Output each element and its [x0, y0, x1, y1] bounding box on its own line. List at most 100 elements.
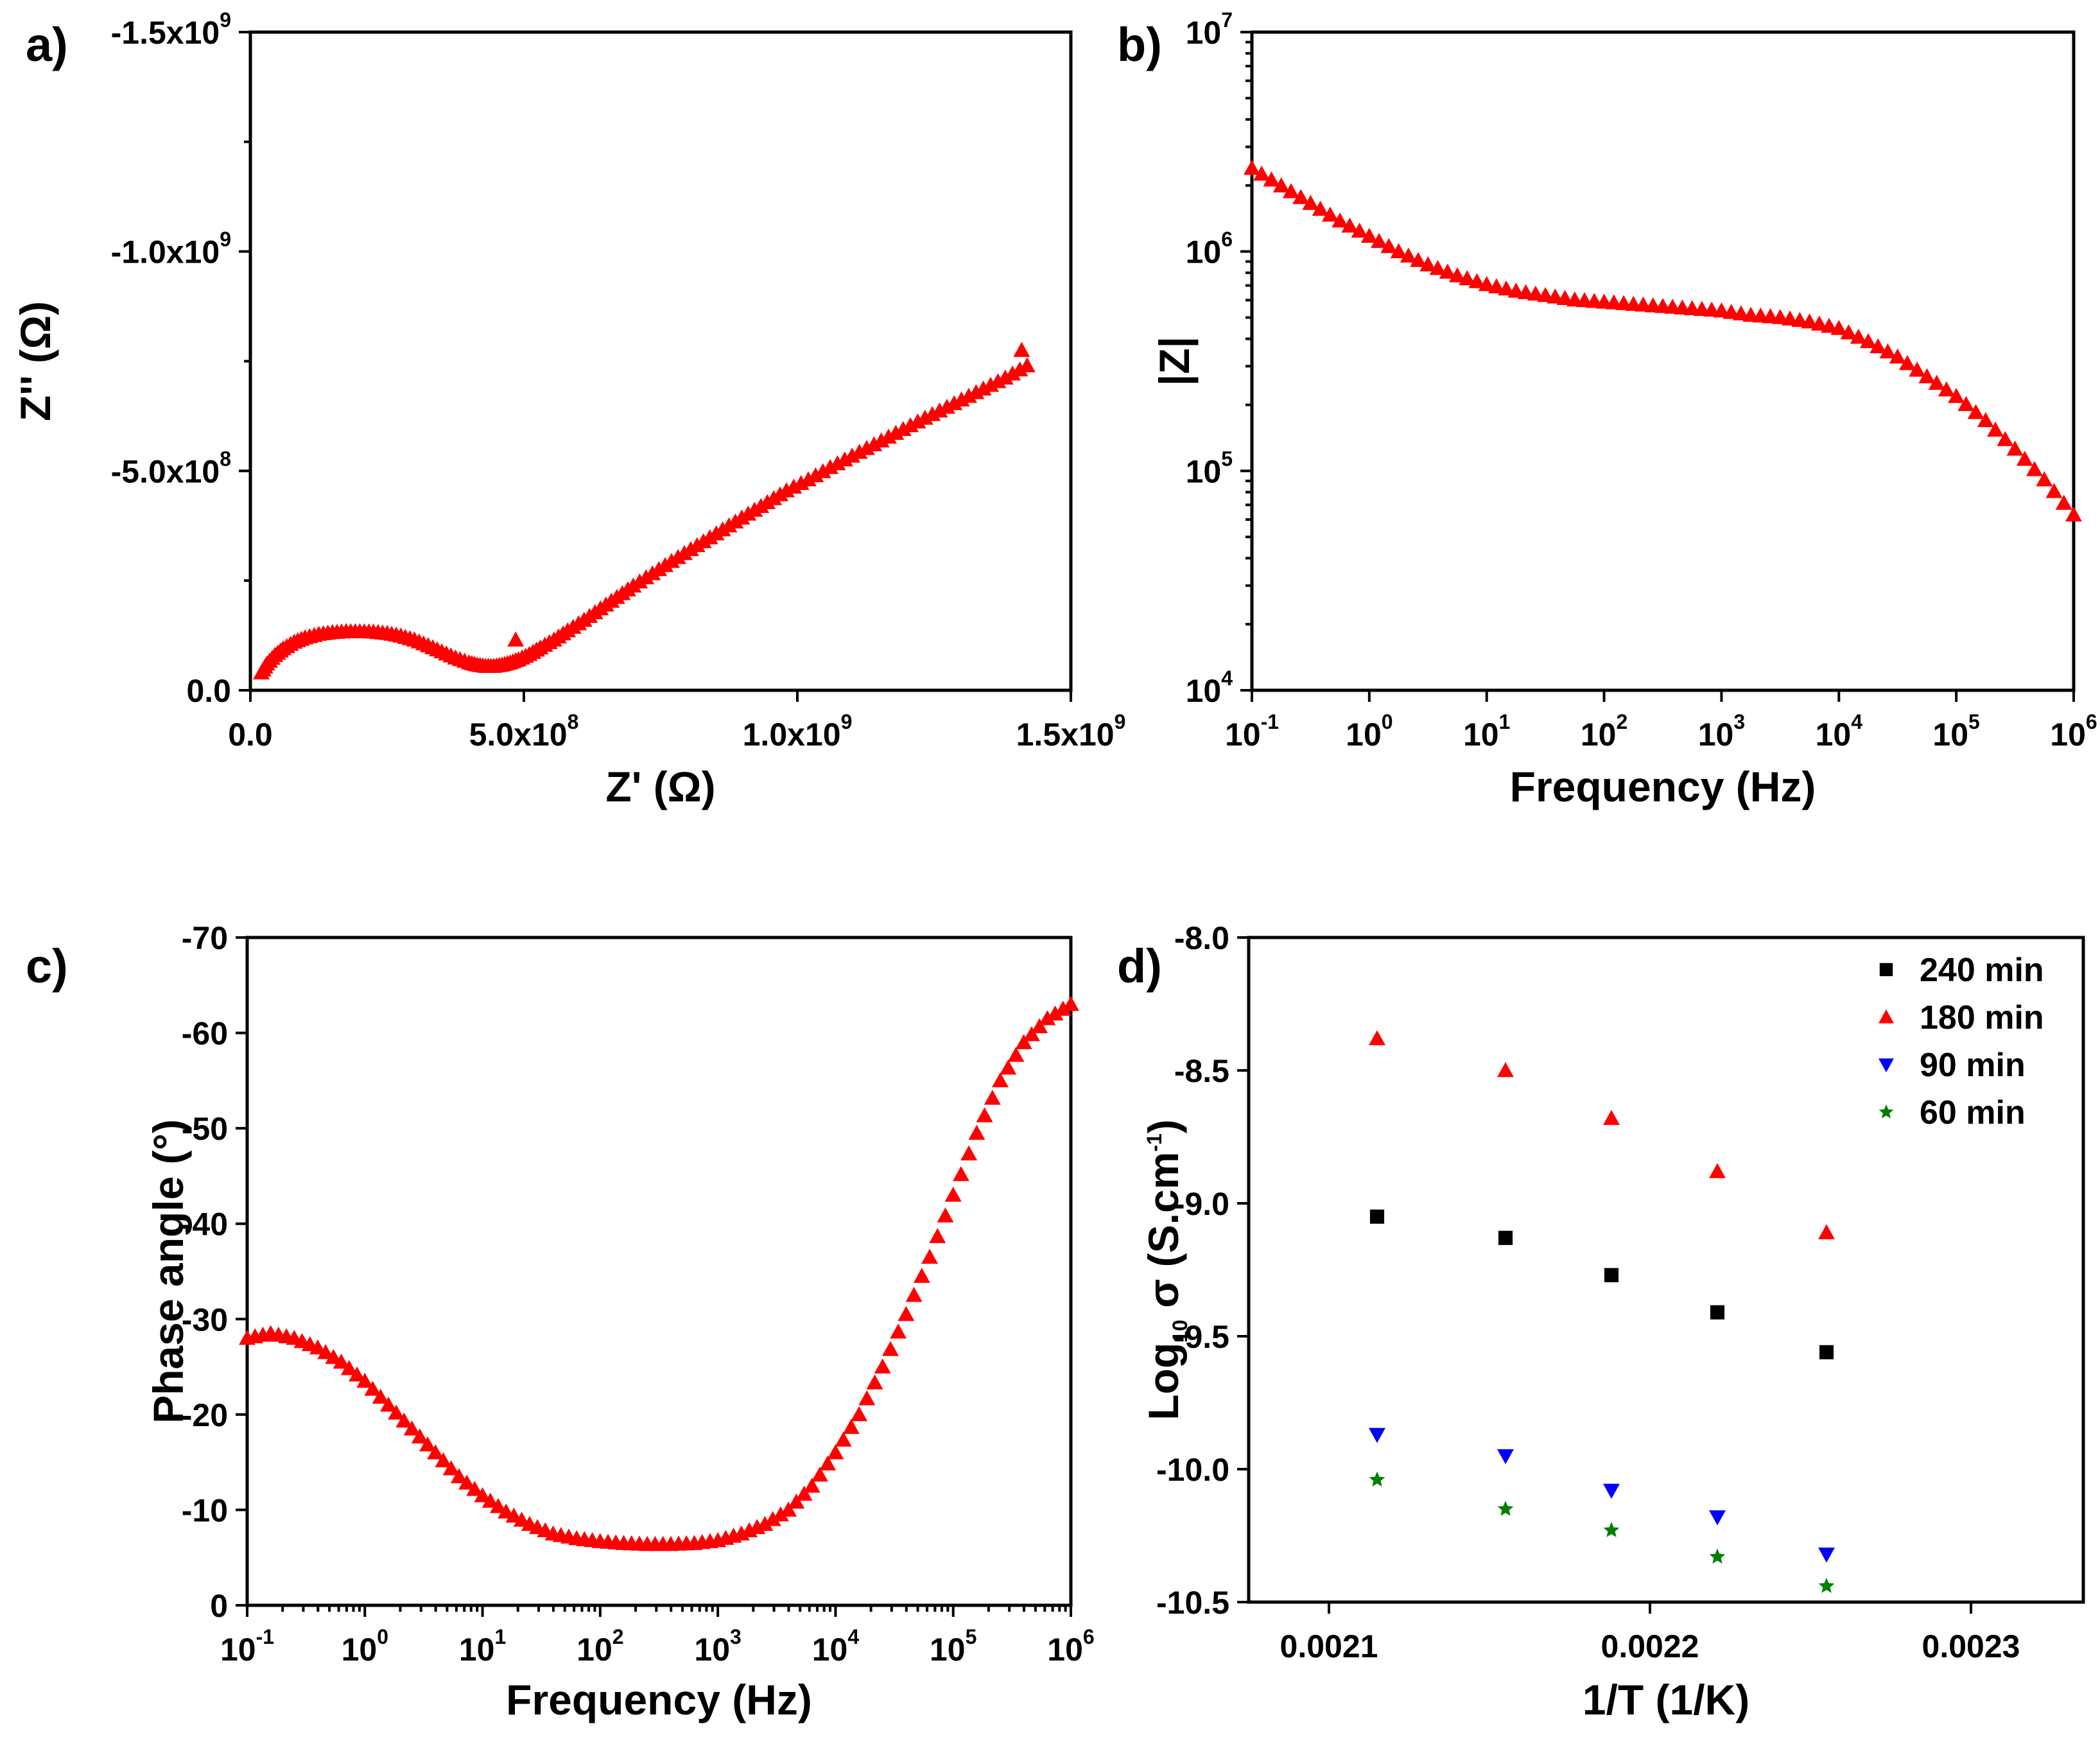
data-point [1850, 328, 1867, 344]
panel-label: d) [1117, 939, 1162, 993]
data-point [1400, 247, 1417, 263]
data-point [1046, 1005, 1064, 1021]
legend-marker [1879, 1009, 1894, 1024]
y-tick-label: -9.5 [1174, 1319, 1229, 1355]
x-tick-label: 105 [1932, 710, 1979, 753]
legend-label: 180 min [1920, 999, 2044, 1036]
x-tick-label: 103 [1698, 710, 1745, 753]
data-point [866, 1374, 883, 1390]
data-point [379, 1397, 397, 1412]
data-point [1821, 317, 1838, 333]
data-point [1556, 290, 1574, 305]
data-point [1332, 212, 1349, 228]
data-point [442, 1460, 460, 1476]
data-point [388, 1404, 405, 1420]
data-point [865, 436, 883, 451]
panel-d-chart: 0.0021 0.0022 0.0023 -8.0 -8.5 -9.0 -9.5 -10.0 -… [1117, 920, 2085, 1723]
data-point [1369, 1471, 1385, 1487]
data-point [1439, 263, 1456, 279]
data-point [317, 1344, 334, 1359]
data-point [803, 1478, 820, 1493]
data-point [340, 1360, 358, 1375]
x-tick-label: 102 [577, 1625, 623, 1668]
data-point [403, 1420, 421, 1436]
data-point [968, 1124, 985, 1140]
data-point [829, 455, 846, 471]
data-point [1302, 195, 1319, 210]
data-point [1771, 309, 1789, 324]
data-point [1818, 1548, 1835, 1563]
data-point [1023, 1026, 1040, 1042]
data-point [858, 440, 875, 455]
data-point [1791, 311, 1809, 327]
data-point [772, 486, 789, 501]
data-point [1054, 1000, 1072, 1016]
y-tick-label: -60 [182, 1016, 228, 1052]
y-axis-label: Phase angle (°) [144, 1119, 192, 1424]
data-point [1732, 305, 1749, 320]
data-point [1013, 342, 1030, 357]
y-tick-label: -10.0 [1156, 1452, 1229, 1488]
x-tick-label: 105 [930, 1625, 976, 1668]
data-point [913, 1268, 930, 1283]
y-tick-label: -40 [182, 1207, 228, 1243]
data-point [720, 517, 738, 533]
data-point [1419, 256, 1437, 272]
data-point [675, 545, 693, 561]
data-point [688, 537, 706, 552]
data-point [1380, 238, 1398, 254]
x-tick-label: 101 [1463, 710, 1510, 753]
y-axis-label: Log10 σ (S.cm-1) [1140, 1119, 1192, 1420]
y-axis-label: Z'' (Ω) [12, 301, 59, 421]
data-point [800, 471, 817, 487]
data-point [844, 448, 861, 463]
data-point [1478, 275, 1495, 292]
data-point [1860, 333, 1877, 349]
data-point [921, 1248, 939, 1264]
data-point [695, 533, 712, 548]
data-point [325, 1348, 342, 1365]
data-point [819, 1455, 837, 1471]
y-tick-label: 107 [1186, 8, 1233, 51]
y-tick-label: -70 [182, 920, 228, 956]
x-tick-label: 1.0x109 [743, 710, 853, 753]
data-point [349, 1366, 366, 1382]
data-point [759, 494, 776, 509]
data-point [1263, 171, 1280, 187]
y-tick-label: -10 [182, 1492, 228, 1528]
y-tick-label: 0 [210, 1588, 228, 1624]
data-point [490, 1497, 507, 1513]
data-point [1497, 1062, 1514, 1077]
data-point [1312, 200, 1329, 216]
y-tick-label: -9.0 [1174, 1186, 1229, 1222]
data-point [1000, 1059, 1017, 1075]
data-point [364, 1381, 381, 1396]
data-point [1547, 288, 1564, 304]
data-point [733, 509, 751, 525]
y-tick-label: -8.5 [1174, 1053, 1229, 1089]
data-point [1031, 1018, 1048, 1034]
data-point [1709, 1510, 1726, 1526]
panel-c-chart: 10-1 100 101 102 103 104 105 106 0 -10 -20 -30 -40 -5… [26, 920, 1095, 1723]
data-point [1709, 1548, 1726, 1564]
data-point [1928, 374, 1945, 390]
data-point [874, 1358, 891, 1373]
data-point [458, 1474, 476, 1490]
data-point [2065, 506, 2082, 522]
data-point [411, 1428, 428, 1443]
data-point [952, 1165, 969, 1182]
data-point [765, 490, 783, 505]
data-point [780, 1501, 797, 1517]
data-point [1004, 365, 1021, 381]
data-point [851, 444, 868, 459]
data-point [2026, 461, 2044, 476]
data-point [1272, 177, 1290, 193]
data-point [2055, 494, 2072, 510]
data-point [1410, 252, 1427, 267]
legend-marker [1879, 1104, 1894, 1119]
data-point [1870, 338, 1887, 354]
data-point [372, 1388, 389, 1404]
data-point [395, 1412, 413, 1428]
data-point [814, 463, 831, 478]
data-point [707, 525, 725, 541]
